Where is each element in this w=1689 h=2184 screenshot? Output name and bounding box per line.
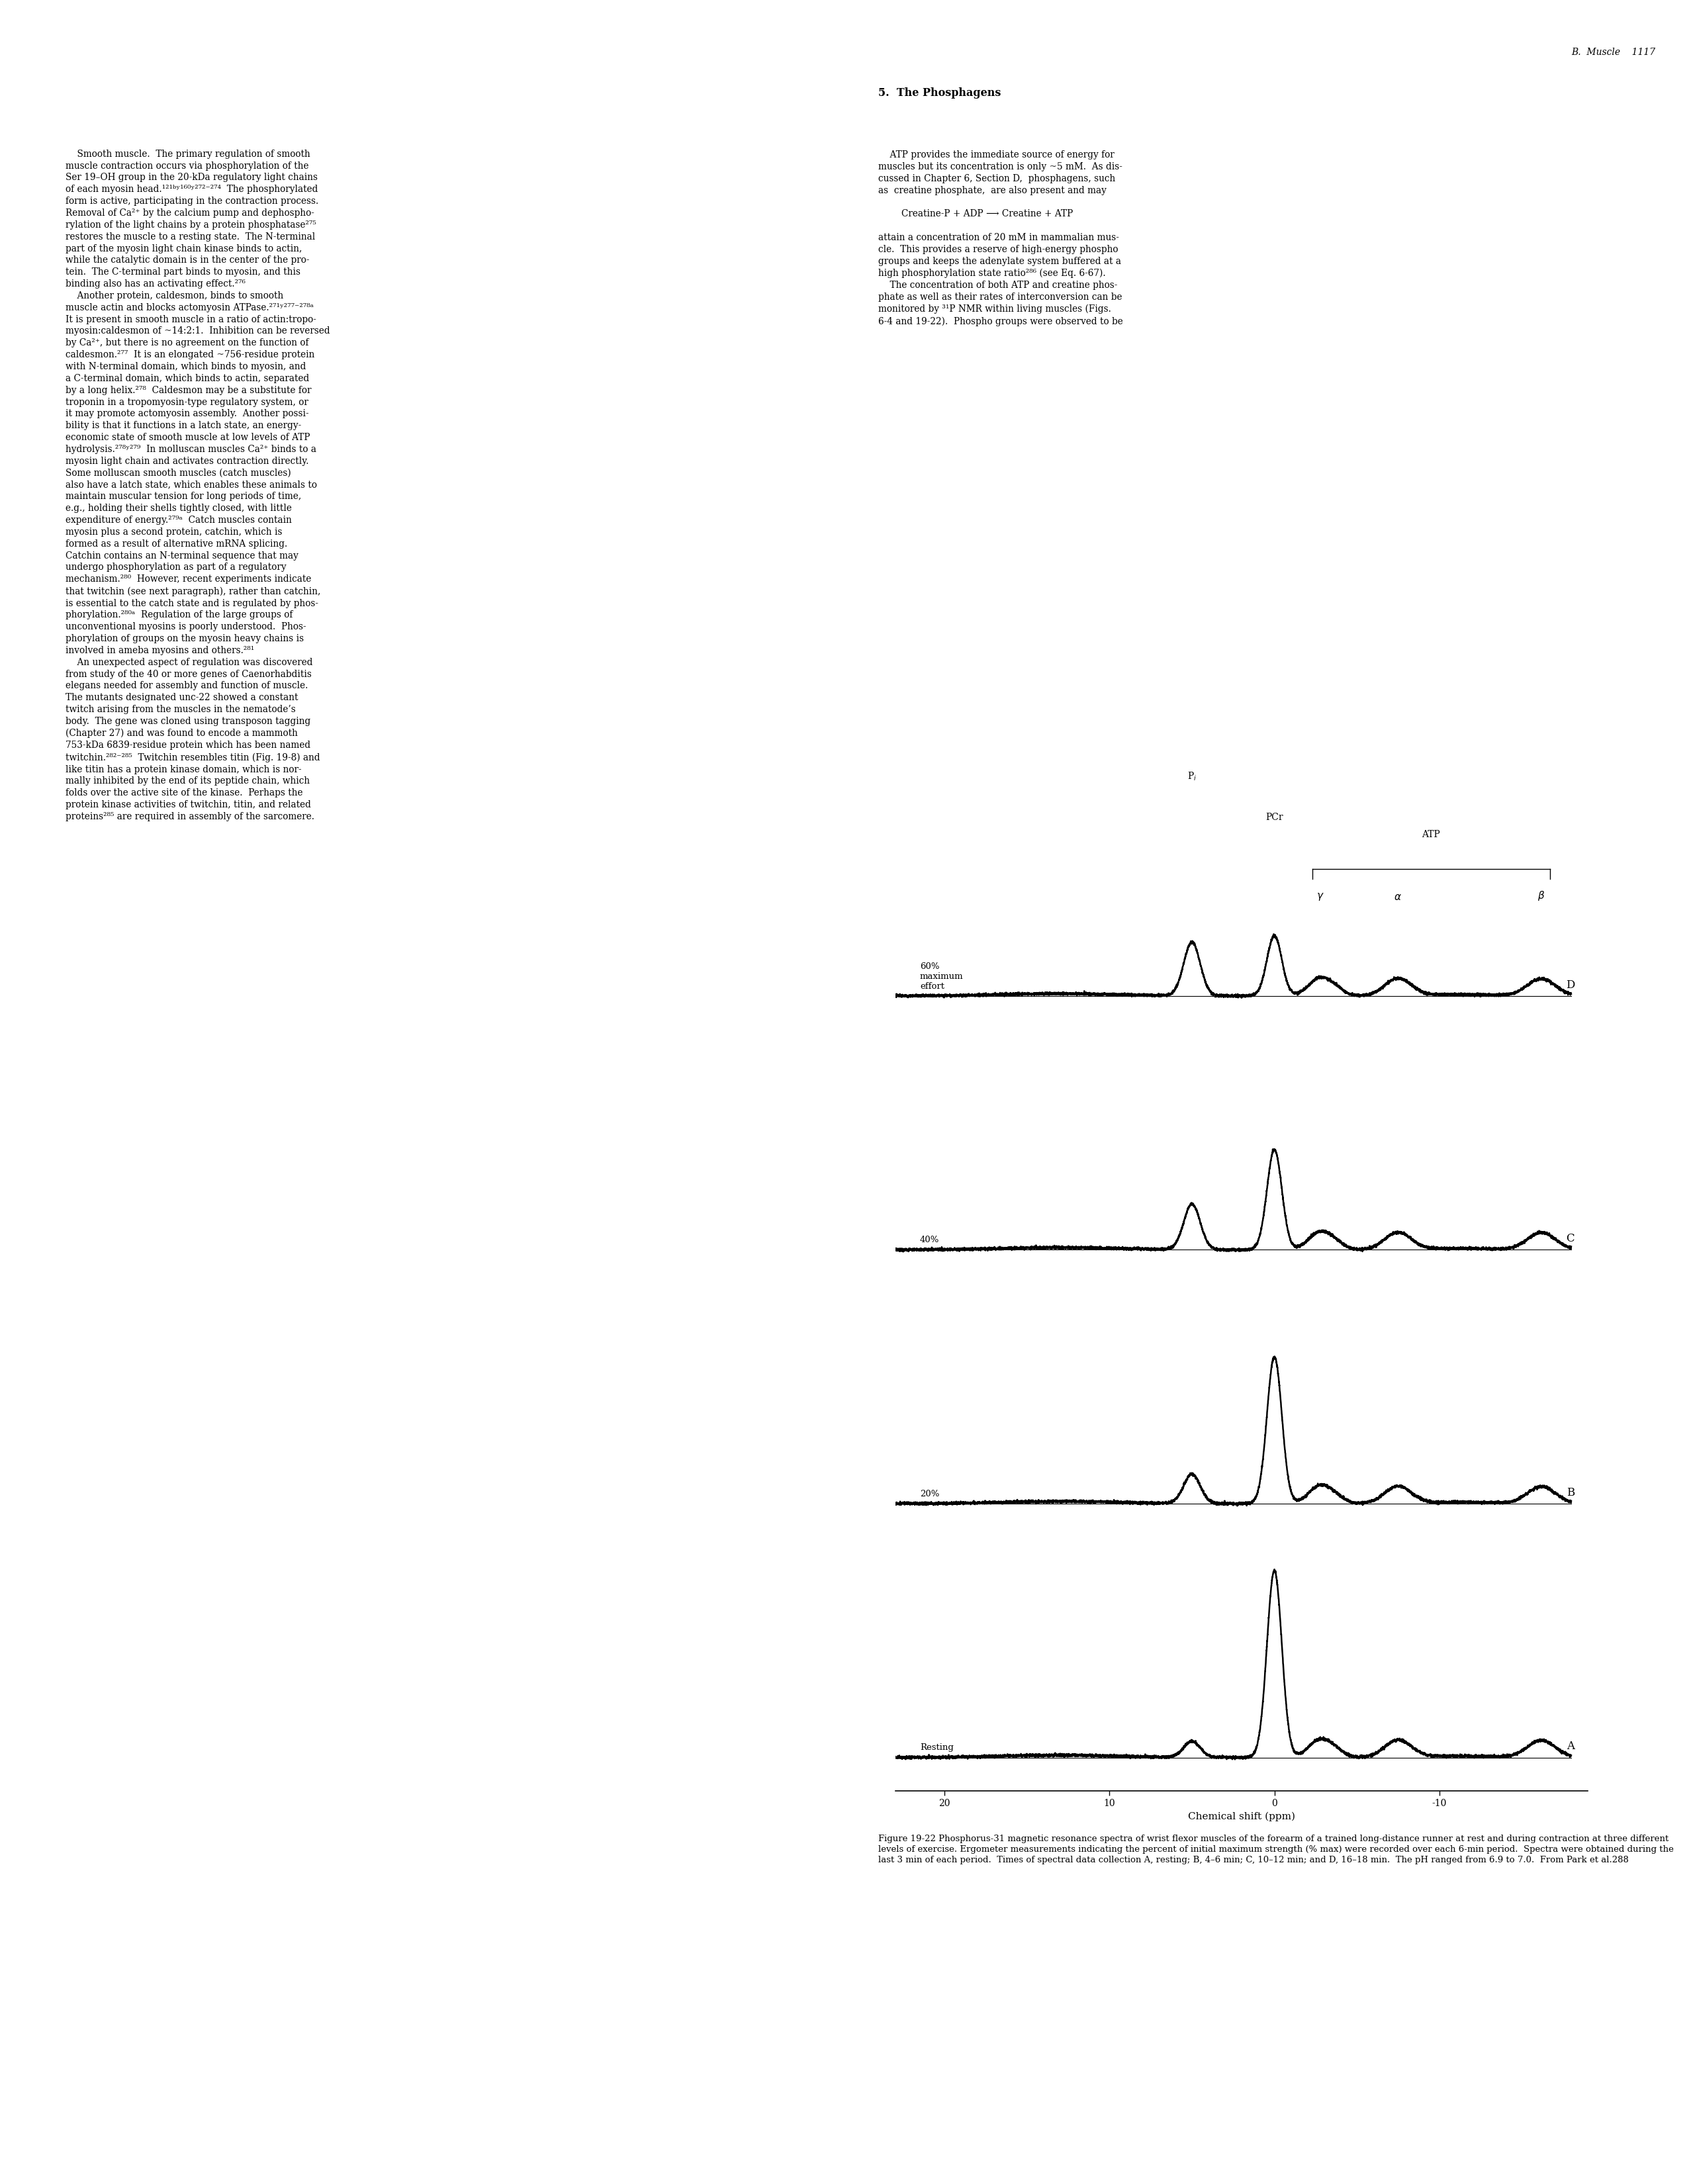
Text: $\beta$: $\beta$ — [1537, 889, 1545, 902]
X-axis label: Chemical shift (ppm): Chemical shift (ppm) — [1187, 1813, 1295, 1821]
Text: C: C — [1566, 1234, 1574, 1245]
Text: $\gamma$: $\gamma$ — [1317, 891, 1324, 902]
Text: B: B — [1566, 1487, 1574, 1498]
Text: ATP provides the immediate source of energy for
muscles but its concentration is: ATP provides the immediate source of ene… — [878, 151, 1123, 325]
Text: $\alpha$: $\alpha$ — [1393, 893, 1402, 902]
Text: 5.  The Phosphagens: 5. The Phosphagens — [878, 87, 1002, 98]
Text: Smooth muscle.  The primary regulation of smooth
muscle contraction occurs via p: Smooth muscle. The primary regulation of… — [66, 149, 329, 821]
Text: D: D — [1566, 978, 1574, 992]
Text: A: A — [1566, 1741, 1574, 1752]
Text: Resting: Resting — [921, 1743, 954, 1752]
Text: 60%
maximum
effort: 60% maximum effort — [921, 963, 963, 992]
Text: 40%: 40% — [921, 1236, 939, 1245]
Text: 20%: 20% — [921, 1489, 939, 1498]
Text: B.  Muscle    1117: B. Muscle 1117 — [1571, 48, 1655, 57]
Text: Figure 19-22 Phosphorus-31 magnetic resonance spectra of wrist flexor muscles of: Figure 19-22 Phosphorus-31 magnetic reso… — [878, 1835, 1674, 1865]
Text: PCr: PCr — [1265, 812, 1284, 821]
Text: ATP: ATP — [1422, 830, 1441, 839]
Text: P$_i$: P$_i$ — [1187, 771, 1196, 782]
